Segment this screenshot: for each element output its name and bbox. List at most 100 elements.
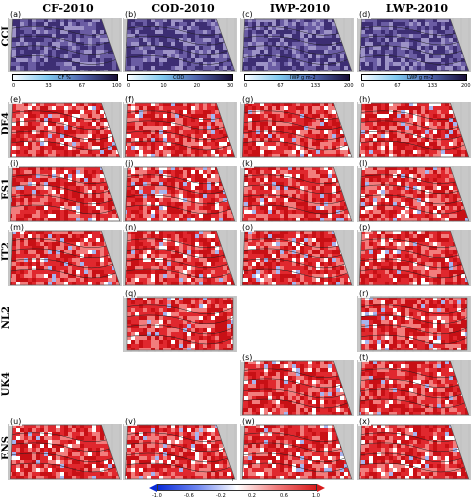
- map-panel: [357, 424, 471, 480]
- cci-colorbar-tick: 67: [78, 83, 86, 89]
- cci-colorbar-tick: 20: [193, 83, 201, 89]
- map-panel: [357, 18, 471, 72]
- map-panel: [123, 166, 237, 222]
- map-panel: [357, 296, 471, 352]
- map-panel: [8, 424, 122, 480]
- map-panel: [123, 102, 237, 158]
- panel-letter: (w): [241, 417, 256, 426]
- cci-colorbar-tick: 0: [127, 83, 131, 89]
- map-panel: [357, 102, 471, 158]
- panel-letter: (e): [9, 95, 23, 104]
- map-panel: [240, 166, 354, 222]
- panel-letter: (v): [124, 417, 137, 426]
- correlation-map-image: [123, 102, 237, 158]
- cci-colorbar-tick: 30: [227, 83, 234, 89]
- correlation-map-image: [123, 296, 237, 352]
- row-label: NL2: [1, 306, 12, 330]
- correlation-map-image: [123, 166, 237, 222]
- panel-letter: (b): [124, 10, 138, 19]
- panel-letter: (g): [241, 95, 255, 104]
- map-panel: [8, 166, 122, 222]
- cci-colorbar-tick: 133: [310, 83, 321, 89]
- panel-letter: (a): [9, 10, 23, 19]
- cci-colorbar-tick: 100: [112, 83, 122, 89]
- panel-letter: (c): [241, 10, 254, 19]
- cci-colorbar-label: COD: [173, 75, 185, 81]
- panel-letter: (j): [124, 159, 135, 168]
- cci-colorbar-tick: 0: [361, 83, 365, 89]
- panel-letter: (i): [9, 159, 20, 168]
- panel-letter: (x): [358, 417, 371, 426]
- colorbar-tick: 0.2: [248, 493, 256, 499]
- correlation-map-image: [357, 360, 471, 416]
- correlation-map-image: [8, 230, 122, 286]
- map-panel: [240, 102, 354, 158]
- cci-colorbar-tick: 133: [427, 83, 438, 89]
- map-panel: [123, 424, 237, 480]
- colorbar-tick: 0.6: [280, 493, 288, 499]
- cci-map-image: [357, 18, 471, 72]
- colorbar-tick: -0.2: [216, 493, 226, 499]
- panel-letter: (q): [124, 289, 138, 298]
- column-title: CF-2010: [42, 2, 94, 15]
- correlation-map-image: [123, 230, 237, 286]
- column-title: LWP-2010: [385, 2, 449, 15]
- cci-colorbar-tick: 0: [12, 83, 16, 89]
- cci-colorbar-tick: 10: [160, 83, 167, 89]
- correlation-map-image: [240, 166, 354, 222]
- panel-letter: (s): [241, 353, 254, 362]
- column-title: IWP-2010: [269, 2, 331, 15]
- map-panel: [123, 230, 237, 286]
- map-panel: [240, 424, 354, 480]
- map-panel: [357, 360, 471, 416]
- colorbar-title: r: [232, 477, 235, 483]
- cci-colorbar-tick: 0: [244, 83, 248, 89]
- map-panel: [123, 18, 237, 72]
- cci-colorbar-tick: 67: [277, 83, 284, 89]
- cci-colorbar-tick: 67: [394, 83, 401, 89]
- correlation-map-image: [8, 102, 122, 158]
- cci-colorbar: [12, 74, 118, 81]
- correlation-colorbar: [157, 484, 317, 491]
- correlation-map-image: [357, 296, 471, 352]
- correlation-map-image: [240, 360, 354, 416]
- cci-map-image: [8, 18, 122, 72]
- map-panel: [357, 166, 471, 222]
- cci-colorbar-label: IWP g m-2: [290, 75, 316, 81]
- colorbar-tick: -0.6: [184, 493, 194, 499]
- row-label: UK4: [1, 372, 12, 397]
- correlation-map-image: [240, 230, 354, 286]
- correlation-map-image: [357, 166, 471, 222]
- correlation-map-image: [123, 424, 237, 480]
- panel-letter: (r): [358, 289, 370, 298]
- map-panel: [240, 360, 354, 416]
- map-panel: [8, 102, 122, 158]
- column-title: COD-2010: [151, 2, 215, 15]
- colorbar-right-extend: [317, 484, 325, 492]
- cci-colorbar-tick: 33: [45, 83, 52, 89]
- panel-letter: (o): [241, 223, 255, 232]
- panel-letter: (m): [9, 223, 26, 232]
- cci-colorbar: [244, 74, 350, 81]
- cci-map-image: [240, 18, 354, 72]
- panel-letter: (t): [358, 353, 370, 362]
- map-panel: [240, 230, 354, 286]
- panel-letter: (f): [124, 95, 136, 104]
- cci-colorbar-tick: 200: [461, 83, 471, 89]
- correlation-map-image: [357, 230, 471, 286]
- correlation-map-image: [357, 102, 471, 158]
- panel-letter: (h): [358, 95, 372, 104]
- correlation-map-image: [357, 424, 471, 480]
- cci-colorbar-tick: 200: [344, 83, 354, 89]
- cci-colorbar-label: CF %: [58, 75, 71, 81]
- panel-letter: (u): [9, 417, 23, 426]
- panel-letter: (n): [124, 223, 138, 232]
- colorbar-tick: -1.0: [152, 493, 162, 499]
- panel-letter: (p): [358, 223, 372, 232]
- cci-colorbar: [127, 74, 233, 81]
- colorbar-tick: 1.0: [312, 493, 320, 499]
- correlation-map-image: [240, 424, 354, 480]
- map-panel: [8, 230, 122, 286]
- correlation-map-image: [8, 424, 122, 480]
- cci-colorbar-label: LWP g m-2: [407, 75, 434, 81]
